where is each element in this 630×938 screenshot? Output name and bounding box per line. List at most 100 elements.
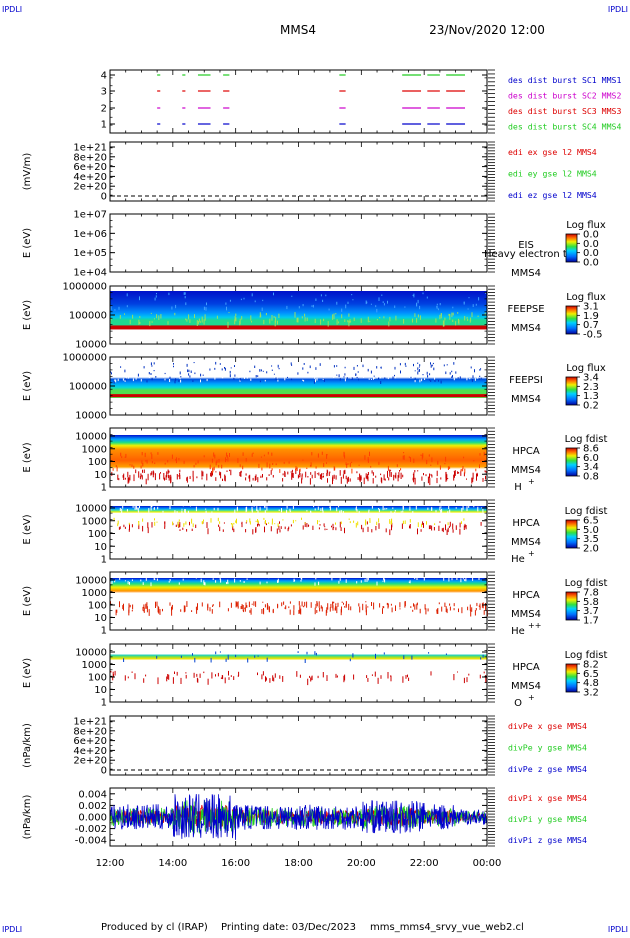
spectrogram-pixel: [166, 369, 168, 373]
spectrogram-pixel: [336, 507, 338, 512]
spectrogram-pixel: [464, 579, 466, 582]
spectrogram-pixel: [278, 313, 280, 318]
spectrogram-pixel: [463, 525, 465, 530]
legend-entry: edi ez gse l2 MMS4: [508, 190, 597, 200]
spectrogram-pixel: [312, 369, 314, 373]
spectrogram-pixel: [449, 521, 451, 527]
spectrogram-pixel: [410, 376, 412, 378]
spectrogram-pixel: [198, 318, 200, 322]
spectrogram-pixel: [349, 521, 351, 524]
spectrogram-pixel: [433, 367, 435, 371]
spectrogram-pixel: [416, 317, 418, 323]
spectrogram-pixel: [423, 577, 425, 581]
spectrogram-pixel: [419, 379, 421, 383]
spectrogram-pixel: [203, 319, 205, 325]
spectrogram-pixel: [134, 505, 136, 510]
spectrogram-pixel: [142, 469, 143, 473]
footer-filename: mms_mms4_srvy_vue_web2.cl: [370, 922, 524, 933]
spectrogram-pixel: [318, 472, 320, 476]
spectrogram-pixel: [271, 365, 273, 367]
spectrogram-pixel: [231, 374, 233, 378]
spectrogram-pixel: [479, 366, 481, 368]
legend-entry: divPi y gse MMS4: [508, 814, 587, 824]
spectrogram-pixel: [311, 374, 313, 378]
spectrogram-pixel: [321, 606, 323, 612]
ytick-label: 8e+20: [73, 726, 107, 737]
spectrogram-pixel: [322, 507, 324, 511]
spectrogram-pixel: [231, 523, 233, 525]
spectrogram-band: [110, 435, 487, 478]
spectrogram-pixel: [153, 362, 155, 365]
spectrogram-pixel: [225, 457, 226, 463]
spectrogram-pixel: [170, 474, 172, 480]
spectrogram-pixel: [257, 672, 258, 676]
spectrogram-pixel: [345, 462, 347, 465]
spectrogram-pixel: [145, 674, 147, 677]
spectrogram-pixel: [241, 521, 243, 528]
spectrogram-pixel: [406, 372, 408, 376]
spectrogram-pixel: [239, 464, 241, 467]
spectrogram-pixel: [323, 463, 325, 467]
spectrogram-pixel: [458, 472, 460, 474]
spectrogram-pixel: [150, 452, 152, 455]
spectrogram-pixel: [119, 601, 120, 608]
spectrogram-pixel: [453, 603, 455, 607]
spectrogram-pixel: [391, 522, 393, 528]
spectrogram-pixel: [124, 580, 126, 582]
spectrogram-pixel: [326, 675, 328, 681]
spectrogram-pixel: [244, 607, 246, 610]
spectrogram-pixel: [455, 375, 457, 378]
spectrogram-pixel: [387, 377, 389, 380]
spectrogram-pixel: [277, 523, 279, 527]
spectrogram-pixel: [152, 470, 154, 478]
spectrogram-pixel: [453, 470, 455, 473]
spectrogram-pixel: [317, 506, 319, 510]
panel-frame: [109, 141, 488, 202]
spectrogram-pixel: [160, 472, 161, 474]
spectrogram-pixel: [448, 313, 450, 316]
spectrogram-pixel: [422, 292, 424, 295]
spectrogram-pixel: [110, 369, 112, 372]
spectrogram-pixel: [417, 522, 419, 527]
spectrogram-pixel: [416, 303, 418, 307]
spectrogram-pixel: [186, 319, 188, 322]
spectrogram-pixel: [150, 362, 152, 366]
spectrogram-pixel: [364, 455, 366, 460]
spectrogram-pixel: [128, 609, 130, 612]
spectrogram-pixel: [277, 372, 278, 375]
spectrogram-pixel: [452, 370, 454, 374]
spectrogram-pixel: [323, 475, 324, 478]
spectrogram-pixel: [255, 527, 257, 533]
spectrogram-pixel: [245, 458, 247, 462]
spectrogram-pixel: [142, 525, 144, 532]
spectrogram-pixel: [301, 517, 302, 520]
spectrogram-pixel: [261, 674, 263, 680]
spectrogram-pixel: [201, 602, 203, 607]
spectrogram-pixel: [356, 581, 358, 584]
spectrogram-pixel: [365, 601, 367, 603]
spectrogram-pixel: [112, 363, 114, 366]
spectrogram-pixel: [336, 301, 338, 305]
spectrogram-pixel: [343, 376, 345, 378]
spectrogram-pixel: [306, 467, 308, 469]
spectrogram-pixel: [270, 470, 272, 475]
spectrogram-pixel: [146, 380, 148, 383]
spectrogram-pixel: [211, 458, 213, 463]
spectrogram-pixel: [344, 319, 346, 322]
spectrogram-pixel: [309, 364, 311, 366]
spectrogram-pixel: [379, 372, 380, 375]
spectrogram-pixel: [446, 608, 448, 614]
spectrogram-pixel: [367, 476, 369, 482]
spectrogram-pixel: [266, 462, 268, 468]
spectrogram-pixel: [452, 312, 454, 316]
legend-entry: divPi z gse MMS4: [508, 835, 587, 845]
xtick-label: 12:00: [96, 858, 125, 869]
spectrogram-pixel: [148, 372, 150, 375]
spectrogram-pixel: [355, 373, 357, 376]
spectrogram-pixel: [472, 472, 474, 480]
ytick-label: 100: [88, 529, 107, 540]
spectrogram-pixel: [224, 367, 226, 371]
spectrogram-pixel: [404, 362, 406, 366]
spectrogram-pixel: [478, 576, 480, 580]
